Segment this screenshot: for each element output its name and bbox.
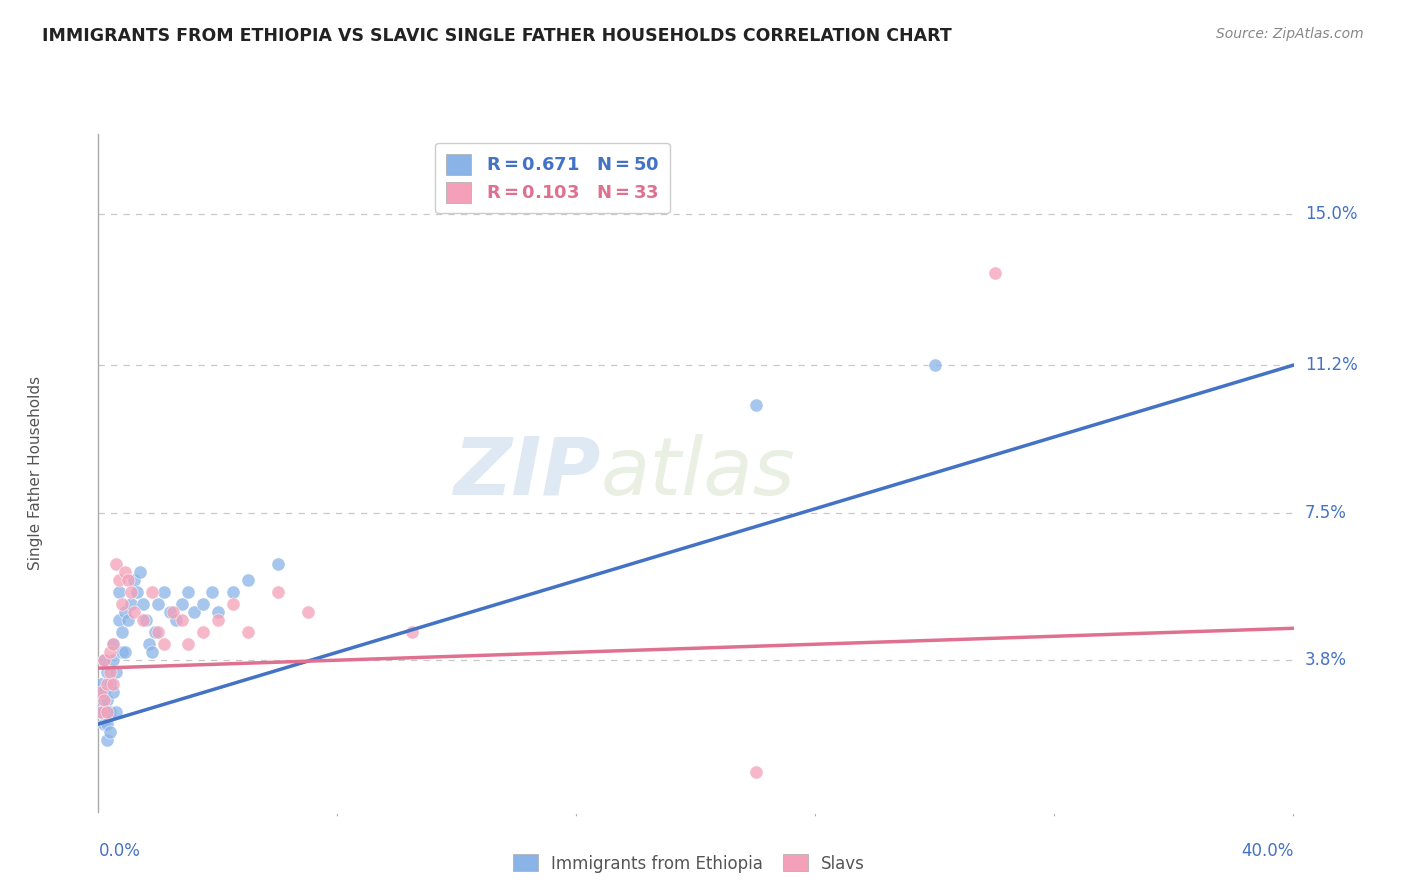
Point xyxy=(267,585,290,599)
Point xyxy=(93,705,115,719)
Point xyxy=(120,585,142,599)
Point xyxy=(401,625,423,640)
Point xyxy=(153,585,176,599)
Point xyxy=(105,665,128,680)
Point xyxy=(267,558,290,572)
Point xyxy=(103,677,125,691)
Point xyxy=(114,645,136,659)
Point xyxy=(141,645,163,659)
Point xyxy=(90,685,112,699)
Point xyxy=(108,613,131,627)
Point xyxy=(96,705,118,719)
Point xyxy=(177,585,200,599)
Text: 40.0%: 40.0% xyxy=(1241,842,1294,860)
Point xyxy=(172,613,194,627)
Point xyxy=(297,605,319,619)
Point xyxy=(148,625,170,640)
Point xyxy=(103,637,125,651)
Point xyxy=(96,677,118,691)
Point xyxy=(98,645,122,659)
Point xyxy=(90,677,112,691)
Point xyxy=(93,653,115,667)
Point xyxy=(111,645,134,659)
Point xyxy=(96,693,118,707)
Point xyxy=(222,598,245,612)
Point xyxy=(191,598,214,612)
Point xyxy=(103,653,125,667)
Point xyxy=(98,677,122,691)
Point xyxy=(108,574,131,588)
Point xyxy=(117,613,139,627)
Point xyxy=(172,598,194,612)
Point xyxy=(191,625,214,640)
Point xyxy=(96,717,118,731)
Text: 0.0%: 0.0% xyxy=(98,842,141,860)
Point xyxy=(114,605,136,619)
Point xyxy=(141,585,163,599)
Point xyxy=(96,733,118,747)
Point xyxy=(90,705,112,719)
Point xyxy=(117,574,139,588)
Text: Single Father Households: Single Father Households xyxy=(28,376,44,570)
Point xyxy=(114,566,136,580)
Point xyxy=(222,585,245,599)
Point xyxy=(201,585,224,599)
Point xyxy=(138,637,160,651)
Point xyxy=(924,358,946,372)
Point xyxy=(236,574,259,588)
Point xyxy=(103,685,125,699)
Point xyxy=(93,685,115,699)
Text: atlas: atlas xyxy=(600,434,796,512)
Point xyxy=(98,725,122,739)
Point xyxy=(983,266,1005,280)
Point xyxy=(143,625,166,640)
Point xyxy=(745,398,768,412)
Point xyxy=(90,693,112,707)
Legend: $\mathbf{R = 0.671}$   $\mathbf{N = 50}$, $\mathbf{R = 0.103}$   $\mathbf{N = 33: $\mathbf{R = 0.671}$ $\mathbf{N = 50}$, … xyxy=(436,143,669,213)
Point xyxy=(132,598,155,612)
Point xyxy=(93,653,115,667)
Point xyxy=(93,693,115,707)
Point xyxy=(98,705,122,719)
Point xyxy=(120,598,142,612)
Point xyxy=(162,605,184,619)
Point xyxy=(159,605,181,619)
Point xyxy=(165,613,187,627)
Point xyxy=(111,598,134,612)
Text: ZIP: ZIP xyxy=(453,434,600,512)
Point xyxy=(236,625,259,640)
Point xyxy=(153,637,176,651)
Point xyxy=(177,637,200,651)
Point xyxy=(96,665,118,680)
Point xyxy=(183,605,205,619)
Point xyxy=(207,613,229,627)
Point xyxy=(105,558,128,572)
Text: 3.8%: 3.8% xyxy=(1305,651,1347,669)
Point xyxy=(124,574,146,588)
Point xyxy=(148,598,170,612)
Point xyxy=(207,605,229,619)
Text: Source: ZipAtlas.com: Source: ZipAtlas.com xyxy=(1216,27,1364,41)
Point xyxy=(90,705,112,719)
Point xyxy=(132,613,155,627)
Legend: Immigrants from Ethiopia, Slavs: Immigrants from Ethiopia, Slavs xyxy=(506,847,872,880)
Point xyxy=(129,566,152,580)
Point xyxy=(111,625,134,640)
Point xyxy=(135,613,157,627)
Point xyxy=(93,717,115,731)
Point xyxy=(124,605,146,619)
Point xyxy=(105,705,128,719)
Point xyxy=(103,637,125,651)
Point xyxy=(745,764,768,779)
Text: IMMIGRANTS FROM ETHIOPIA VS SLAVIC SINGLE FATHER HOUSEHOLDS CORRELATION CHART: IMMIGRANTS FROM ETHIOPIA VS SLAVIC SINGL… xyxy=(42,27,952,45)
Text: 7.5%: 7.5% xyxy=(1305,504,1347,522)
Text: 11.2%: 11.2% xyxy=(1305,356,1357,374)
Point xyxy=(127,585,149,599)
Text: 15.0%: 15.0% xyxy=(1305,204,1357,223)
Point xyxy=(98,665,122,680)
Point xyxy=(108,585,131,599)
